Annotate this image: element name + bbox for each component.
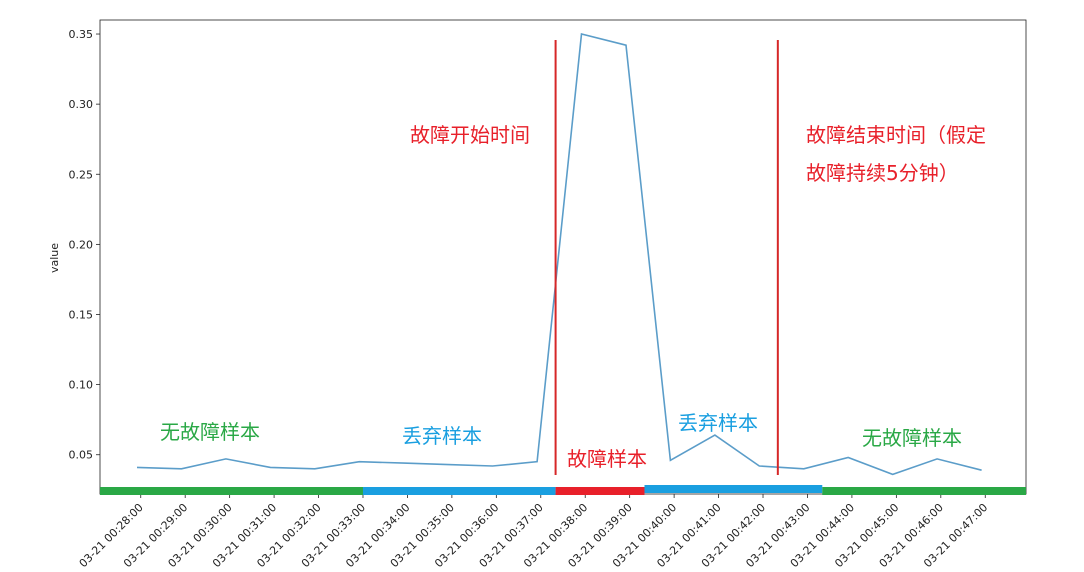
annotation-discard-samples-right: 丢弃样本: [678, 411, 758, 435]
y-tick-label: 0.25: [69, 168, 94, 181]
annotation-fault-end: 故障结束时间（假定 故障持续5分钟）: [806, 123, 992, 185]
y-tick-label: 0.30: [69, 98, 94, 111]
y-tick-label: 0.35: [69, 28, 94, 41]
sample-band: [100, 487, 363, 495]
annotation-fault-samples: 故障样本: [567, 447, 647, 471]
y-axis-label: value: [48, 243, 61, 273]
sample-band: [822, 487, 1026, 495]
annotation-normal-samples-right: 无故障样本: [862, 426, 962, 450]
y-tick-label: 0.15: [69, 308, 94, 321]
sample-band: [362, 487, 556, 495]
annotation-fault-start: 故障开始时间: [410, 123, 530, 147]
y-tick-label: 0.10: [69, 379, 94, 392]
y-tick-label: 0.20: [69, 238, 94, 251]
fault-lines: [554, 40, 779, 475]
sample-band: [644, 485, 823, 493]
annotation-normal-samples-left: 无故障样本: [160, 420, 260, 444]
annotation-discard-samples-left: 丢弃样本: [402, 424, 482, 448]
series-line: [136, 32, 982, 476]
y-tick-label: 0.05: [69, 449, 94, 462]
series-lines: [136, 32, 982, 476]
y-axis-ticks: 0.05 0.10 0.15 0.20 0.25 0.30 0.35: [69, 28, 100, 462]
sample-bands: [100, 485, 1026, 495]
sample-band: [555, 487, 645, 495]
